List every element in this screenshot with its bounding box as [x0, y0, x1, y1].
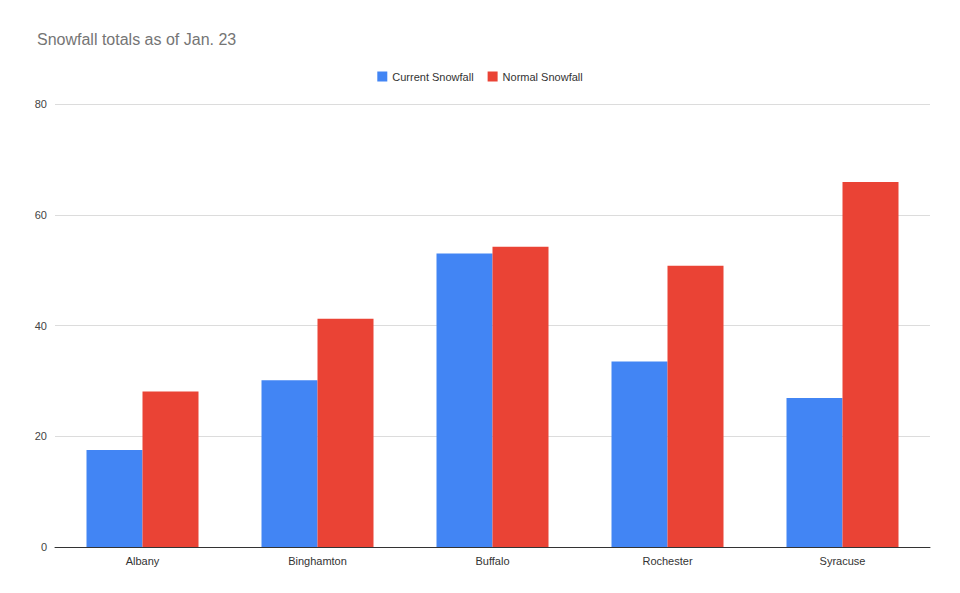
svg-text:Albany: Albany	[126, 555, 160, 567]
svg-text:Syracuse: Syracuse	[820, 555, 866, 567]
svg-text:0: 0	[41, 541, 47, 553]
svg-text:80: 80	[35, 98, 47, 110]
svg-text:Rochester: Rochester	[642, 555, 692, 567]
svg-text:Current Snowfall: Current Snowfall	[392, 71, 473, 83]
svg-text:40: 40	[35, 320, 47, 332]
svg-text:20: 20	[35, 430, 47, 442]
svg-text:Normal Snowfall: Normal Snowfall	[503, 71, 583, 83]
svg-text:Binghamton: Binghamton	[288, 555, 347, 567]
svg-text:60: 60	[35, 209, 47, 221]
svg-text:Snowfall totals as of Jan. 23: Snowfall totals as of Jan. 23	[37, 31, 236, 48]
svg-text:Buffalo: Buffalo	[475, 555, 509, 567]
